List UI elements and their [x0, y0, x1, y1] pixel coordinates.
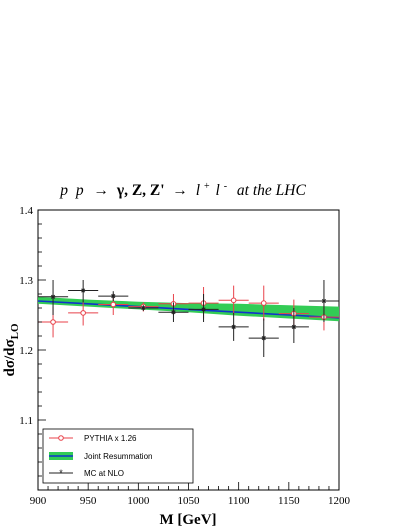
mcnlo-marker [231, 324, 237, 330]
pythia-marker [80, 310, 86, 316]
title-lepton: l [196, 182, 200, 199]
pythia-marker [230, 297, 237, 304]
title-minus: - [224, 181, 227, 192]
y-tick-label: 1.2 [19, 345, 33, 357]
mcnlo-marker [110, 293, 116, 299]
x-tick-label: 1000 [127, 495, 150, 507]
mcnlo-marker [140, 305, 146, 311]
y-label-main: dσ/dσ [2, 339, 18, 377]
title-plus: + [204, 181, 210, 192]
title-bosons: γ, Z, Z' [116, 182, 165, 199]
axis-layer: 900 950 1000 1050 1100 1150 1200 1.1 1.2 1.3 1.4 [19, 205, 350, 507]
pythia-marker [260, 300, 267, 306]
pythia-point-2 [68, 302, 99, 326]
pythia-point-8 [248, 285, 279, 321]
legend-item-joint-resummation: Joint Resummation [49, 452, 152, 461]
mcnlo-point-1 [38, 280, 69, 315]
mcnlo-marker [50, 294, 56, 300]
mcnlo-marker [291, 324, 297, 330]
mcnlo-point-9 [278, 308, 309, 343]
x-axis-label: M [GeV] [159, 512, 216, 527]
legend-mc-label: MC at NLO [84, 469, 124, 478]
mcnlo-marker [261, 335, 267, 341]
legend-item-mc-nlo: * MC at NLO [49, 468, 124, 478]
mcnlo-point-4 [128, 305, 159, 311]
title-p1: p [59, 182, 68, 199]
pythia-point-7 [218, 285, 249, 315]
title-arrow2: → [172, 182, 188, 199]
title-antilepton: l [216, 182, 220, 199]
mcnlo-marker [171, 309, 176, 315]
chart-title: p p → γ, Z, Z' → l + l - at the LHC [59, 176, 306, 199]
y-axis-label: dσ/dσLO [2, 323, 21, 377]
mcnlo-point-10 [308, 280, 339, 322]
title-suffix: at the LHC [237, 182, 307, 199]
legend-item-pythia: PYTHIA x 1.26 [49, 434, 137, 443]
legend-band-label: Joint Resummation [84, 452, 152, 461]
x-tick-label: 1150 [278, 495, 300, 507]
x-tick-label: 1050 [178, 495, 201, 507]
mcnlo-point-3 [98, 291, 129, 301]
legend: PYTHIA x 1.26 Joint Resummation * MC at … [42, 428, 194, 484]
y-tick-label: 1.1 [19, 415, 33, 427]
mcnlo-point-7 [218, 312, 249, 341]
legend-pythia-marker [58, 435, 64, 441]
y-tick-label: 1.3 [19, 275, 33, 287]
mcnlo-point-8 [248, 318, 279, 357]
x-tick-label: 1100 [228, 495, 250, 507]
pythia-marker [110, 301, 117, 308]
legend-mc-marker: * [59, 468, 63, 478]
mcnlo-marker [201, 307, 206, 312]
x-tick-label: 1200 [328, 495, 351, 507]
mcnlo-point-2 [68, 280, 99, 303]
pythia-marker [50, 319, 56, 325]
pythia-point-3 [98, 294, 129, 315]
mcnlo-point-5 [158, 302, 189, 322]
series-layer [38, 280, 339, 357]
mcnlo-marker [321, 298, 327, 304]
legend-pythia-label: PYTHIA x 1.26 [84, 434, 137, 443]
title-arrow1: → [93, 182, 109, 199]
mcnlo-point-6 [188, 294, 219, 322]
x-tick-label: 950 [80, 495, 97, 507]
mcnlo-marker [80, 288, 86, 293]
y-tick-label: 1.4 [19, 205, 33, 217]
x-tick-label: 900 [30, 495, 47, 507]
title-p2: p [75, 182, 84, 199]
y-label-sub: LO [9, 323, 21, 339]
